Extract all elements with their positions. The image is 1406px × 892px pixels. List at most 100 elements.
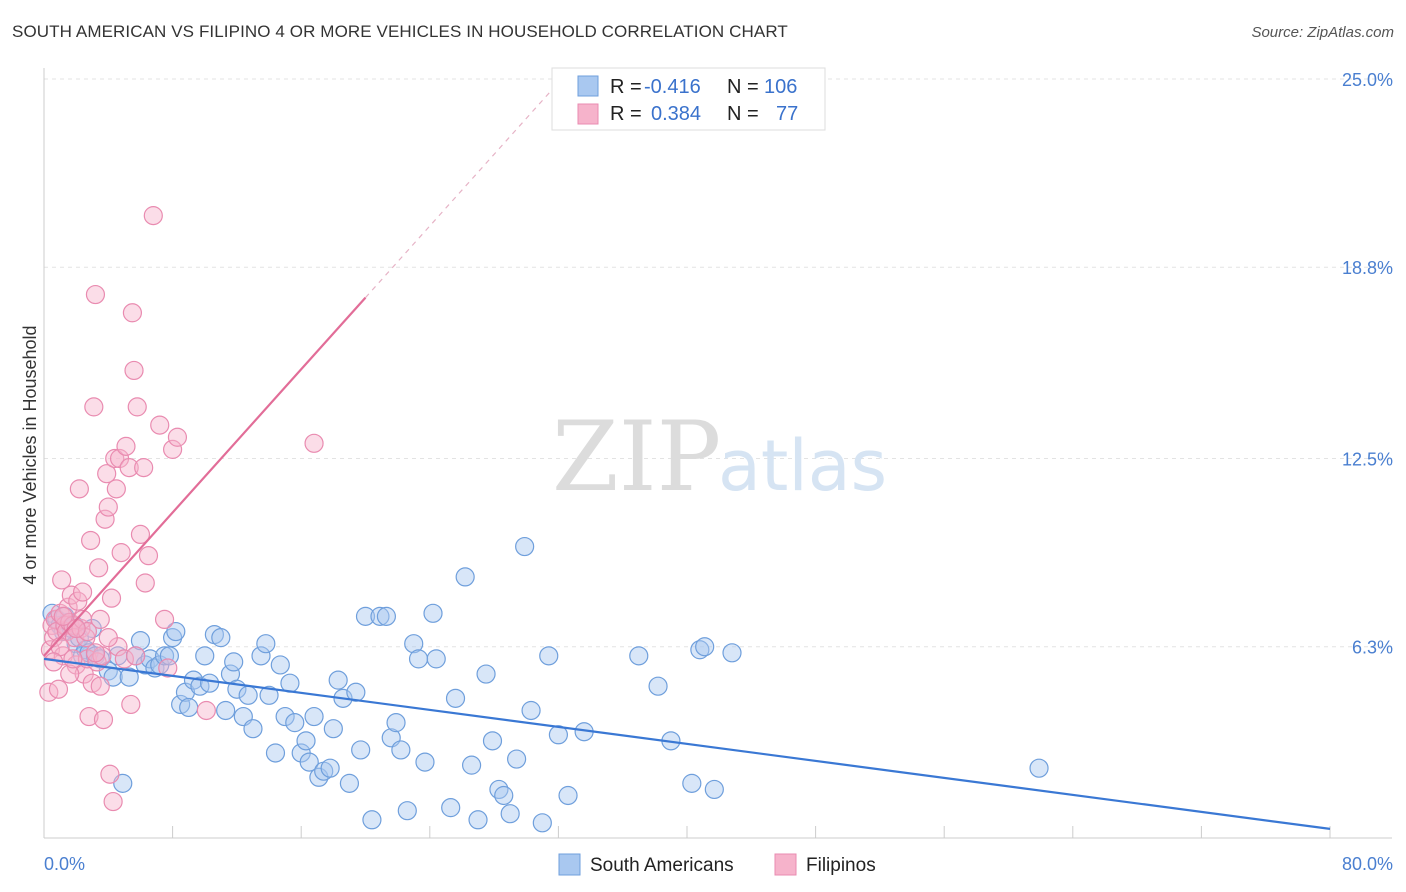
point-south-americans <box>408 649 429 669</box>
legend-n-value-2: 77 <box>776 103 798 125</box>
point-south-americans <box>339 773 360 793</box>
point-south-americans <box>515 536 535 557</box>
point-filipinos <box>138 546 159 566</box>
point-filipinos <box>84 397 104 417</box>
point-filipinos <box>143 206 163 226</box>
point-filipinos <box>69 479 89 499</box>
point-filipinos <box>93 709 114 730</box>
point-south-americans <box>238 685 258 705</box>
point-south-americans <box>539 646 559 666</box>
x-tick-label: 80.0% <box>1342 854 1393 874</box>
point-south-americans <box>362 810 382 830</box>
point-south-americans <box>494 785 514 806</box>
bottom-legend-swatch-blue <box>558 853 581 876</box>
y-tick-label: 25.0% <box>1342 70 1393 90</box>
point-filipinos <box>124 360 144 381</box>
point-south-americans <box>441 798 461 818</box>
axes <box>43 68 1392 839</box>
point-south-americans <box>251 646 271 666</box>
tick-labels: 6.3% 12.5% 18.8% 25.0% 0.0% 80.0% <box>44 70 1393 874</box>
bottom-legend-swatch-pink <box>774 853 797 876</box>
point-filipinos <box>134 458 154 478</box>
trend-line-filipinos <box>43 296 367 657</box>
point-filipinos <box>150 415 170 435</box>
point-south-americans <box>224 652 244 672</box>
point-south-americans <box>323 719 343 739</box>
point-filipinos <box>196 700 216 721</box>
point-south-americans <box>166 621 186 642</box>
point-south-americans <box>521 700 541 721</box>
legend-swatch-blue <box>577 75 599 97</box>
point-south-americans <box>140 649 160 669</box>
watermark-zip: ZIP <box>552 401 721 513</box>
point-south-americans <box>285 713 305 733</box>
point-south-americans <box>423 603 443 623</box>
point-filipinos <box>167 427 188 447</box>
trend-line-south-americans <box>43 657 1331 830</box>
point-south-americans <box>195 646 215 666</box>
point-south-americans <box>243 719 263 739</box>
grid-lines <box>44 78 1392 648</box>
point-south-americans <box>179 697 199 718</box>
point-south-americans <box>682 773 702 793</box>
point-filipinos <box>85 284 106 305</box>
point-south-americans <box>256 634 276 654</box>
point-south-americans <box>211 628 231 648</box>
point-south-americans <box>275 706 295 727</box>
point-south-americans <box>468 810 488 830</box>
legend-n-label-2: N = <box>727 103 759 125</box>
point-south-americans <box>391 740 411 760</box>
point-south-americans <box>386 713 406 733</box>
point-south-americans <box>500 804 520 824</box>
point-filipinos <box>58 597 78 617</box>
legend: R = -0.416 N = 106 R = 0.384 N = 77 <box>551 67 826 131</box>
trend-lines <box>43 78 1331 830</box>
point-filipinos <box>127 397 147 417</box>
point-filipinos <box>114 649 134 669</box>
point-filipinos <box>53 606 73 626</box>
point-south-americans <box>507 749 527 769</box>
point-south-americans <box>476 664 496 684</box>
point-filipinos <box>77 621 98 642</box>
point-south-americans <box>461 755 482 775</box>
x-tick-label: 0.0% <box>44 854 85 874</box>
point-south-americans <box>154 646 175 666</box>
point-south-americans <box>722 643 742 663</box>
point-south-americans <box>259 685 279 705</box>
point-south-americans <box>532 813 552 833</box>
point-south-americans <box>648 676 668 696</box>
point-filipinos <box>304 433 324 453</box>
point-filipinos <box>63 649 83 669</box>
point-filipinos <box>163 439 183 459</box>
point-filipinos <box>135 573 155 593</box>
point-south-americans <box>265 743 286 763</box>
point-south-americans <box>445 688 466 708</box>
point-filipinos <box>81 530 101 551</box>
legend-n-label-1: N = <box>727 76 759 98</box>
point-filipinos <box>100 764 120 784</box>
point-filipinos <box>52 570 72 590</box>
series-south-americans <box>42 536 1049 833</box>
point-south-americans <box>199 673 220 693</box>
point-filipinos <box>98 628 118 648</box>
point-filipinos <box>158 658 178 678</box>
point-filipinos <box>122 303 143 323</box>
point-filipinos <box>48 679 69 699</box>
point-filipinos <box>90 676 110 696</box>
source-label: Source: ZipAtlas.com <box>1251 24 1394 41</box>
bottom-legend-filipinos: Filipinos <box>806 855 876 876</box>
point-filipinos <box>97 464 117 484</box>
bottom-legend: South Americans Filipinos <box>558 853 876 876</box>
point-filipinos <box>89 558 109 578</box>
point-south-americans <box>558 785 578 806</box>
point-filipinos <box>95 509 115 529</box>
point-south-americans <box>119 667 139 687</box>
point-south-americans <box>163 628 183 648</box>
legend-r-label-2: R = <box>610 103 642 125</box>
point-filipinos <box>79 706 99 727</box>
point-south-americans <box>216 700 236 721</box>
point-south-americans <box>328 670 348 690</box>
point-filipinos <box>103 791 123 812</box>
point-filipinos <box>98 497 118 517</box>
